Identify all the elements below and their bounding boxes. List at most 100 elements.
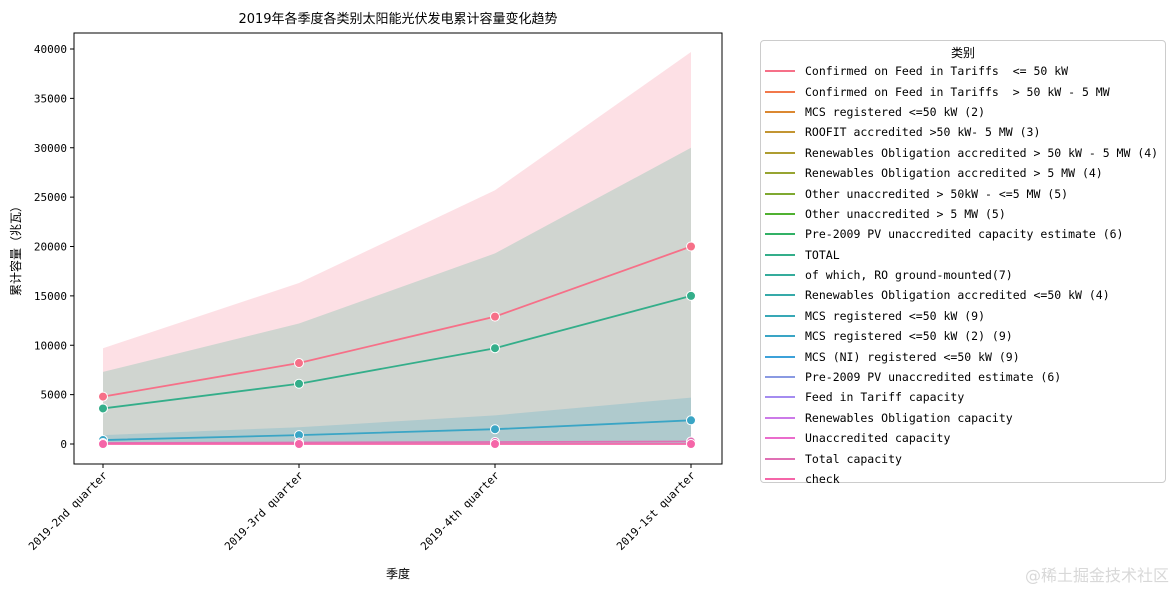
data-point — [490, 343, 500, 354]
legend-item: Confirmed on Feed in Tariffs <= 50 kW — [761, 61, 1165, 81]
legend-label: MCS registered <=50 kW (2) — [805, 104, 986, 119]
x-tick-label: 2019-3rd quarter — [222, 469, 306, 553]
legend-swatch — [765, 274, 795, 277]
legend-label: Other unaccredited > 50kW - <=5 MW (5) — [805, 186, 1069, 201]
watermark: @稀土掘金技术社区 — [1024, 566, 1169, 585]
legend-item: Renewables Obligation accredited > 50 kW… — [761, 143, 1165, 163]
y-tick-label: 15000 — [34, 290, 67, 303]
data-point — [490, 439, 500, 449]
legend-swatch — [765, 335, 795, 338]
legend-swatch — [765, 70, 795, 73]
legend-swatch — [765, 192, 795, 195]
legend-item: TOTAL — [761, 245, 1165, 265]
y-tick-label: 25000 — [34, 191, 67, 204]
legend-label: Confirmed on Feed in Tariffs > 50 kW - 5… — [805, 84, 1110, 99]
series-line-2 — [102, 419, 692, 441]
legend-swatch — [765, 457, 795, 460]
legend-item: MCS (NI) registered <=50 kW (9) — [761, 346, 1165, 366]
x-tick-label: 2019-1st quarter — [614, 469, 698, 553]
x-axis-label: 季度 — [386, 566, 410, 581]
legend-item: Total capacity — [761, 448, 1165, 468]
legend-swatch — [765, 90, 795, 93]
legend-label: Renewables Obligation accredited <=50 kW… — [805, 288, 1110, 303]
legend-item: Renewables Obligation capacity — [761, 408, 1165, 428]
legend-item: Pre-2009 PV unaccredited capacity estima… — [761, 224, 1165, 244]
legend-item: Other unaccredited > 50kW - <=5 MW (5) — [761, 183, 1165, 203]
legend-swatch — [765, 172, 795, 175]
x-tick-label: 2019-4th quarter — [418, 469, 502, 553]
legend-swatch — [765, 253, 795, 256]
legend-swatch — [765, 396, 795, 399]
data-point — [686, 241, 696, 252]
legend-swatch — [765, 131, 795, 134]
legend-item: Feed in Tariff capacity — [761, 387, 1165, 407]
ci-band-0 — [103, 51, 691, 445]
data-point — [294, 378, 304, 389]
plot-frame — [73, 32, 723, 465]
legend: 类别 Confirmed on Feed in Tariffs <= 50 kW… — [760, 40, 1166, 486]
x-axis: 2019-2nd quarter 2019-3rd quarter 2019-4th… — [26, 464, 698, 553]
series-line-0 — [102, 245, 692, 398]
data-point — [98, 439, 108, 449]
legend-swatch — [765, 437, 795, 440]
legend-label: ROOFIT accredited >50 kW- 5 MW (3) — [805, 125, 1041, 140]
legend-item: ROOFIT accredited >50 kW- 5 MW (3) — [761, 122, 1165, 142]
data-point — [490, 424, 500, 435]
data-point — [686, 290, 696, 301]
legend-label: check — [805, 472, 840, 486]
legend-item: Pre-2009 PV unaccredited estimate (6) — [761, 367, 1165, 387]
legend-swatch — [765, 212, 795, 215]
y-tick-label: 35000 — [34, 92, 67, 105]
legend-label: MCS registered <=50 kW (9) — [805, 308, 986, 323]
legend-label: Total capacity — [805, 451, 902, 466]
legend-label: Pre-2009 PV unaccredited capacity estima… — [805, 227, 1124, 242]
legend-label: Feed in Tariff capacity — [805, 390, 965, 405]
data-point — [294, 439, 304, 449]
y-tick-label: 30000 — [34, 142, 67, 155]
legend-swatch — [765, 233, 795, 236]
series-line-1 — [102, 295, 692, 410]
legend-label: Renewables Obligation accredited > 50 kW… — [805, 145, 1159, 160]
y-tick-label: 20000 — [34, 241, 67, 254]
series-line-3 — [102, 440, 692, 444]
y-tick-label: 10000 — [34, 339, 67, 352]
legend-swatch — [765, 110, 795, 113]
data-point — [686, 439, 696, 449]
data-point — [686, 415, 696, 426]
legend-item: MCS registered <=50 kW (2) — [761, 102, 1165, 122]
y-tick-label: 40000 — [34, 43, 67, 56]
legend-swatch — [765, 294, 795, 297]
series-lines — [98, 241, 696, 449]
legend-item: Confirmed on Feed in Tariffs > 50 kW - 5… — [761, 81, 1165, 101]
legend-swatch — [765, 376, 795, 379]
legend-label: of which, RO ground-mounted(7) — [805, 268, 1013, 283]
legend-item: MCS registered <=50 kW (9) — [761, 306, 1165, 326]
legend-item: of which, RO ground-mounted(7) — [761, 265, 1165, 285]
legend-item: MCS registered <=50 kW (2) (9) — [761, 326, 1165, 346]
legend-item: check — [761, 469, 1165, 489]
legend-label: Unaccredited capacity — [805, 431, 951, 446]
y-axis: 0 5000 10000 15000 20000 25000 30000 35000 40000 — [34, 43, 74, 451]
legend-item: Unaccredited capacity — [761, 428, 1165, 448]
legend-title: 类别 — [950, 46, 975, 60]
y-axis-label: 累计容量（兆瓦） — [8, 200, 23, 296]
legend-label: MCS (NI) registered <=50 kW (9) — [805, 349, 1020, 364]
legend-swatch — [765, 478, 795, 480]
y-tick-label: 0 — [60, 438, 67, 451]
legend-label: Renewables Obligation capacity — [805, 410, 1013, 425]
legend-item: Renewables Obligation accredited > 5 MW … — [761, 163, 1165, 183]
x-tick-label: 2019-2nd quarter — [26, 469, 110, 553]
y-tick-label: 5000 — [41, 389, 68, 402]
data-point — [98, 403, 108, 414]
legend-item: Renewables Obligation accredited <=50 kW… — [761, 285, 1165, 305]
ci-band-1 — [103, 147, 691, 444]
legend-swatch — [765, 355, 795, 358]
legend-label: Confirmed on Feed in Tariffs <= 50 kW — [805, 64, 1069, 79]
legend-swatch — [765, 416, 795, 419]
legend-swatch — [765, 314, 795, 317]
legend-swatch — [765, 151, 795, 154]
confidence-bands — [103, 51, 691, 445]
data-point — [98, 391, 108, 402]
ci-band-2 — [103, 397, 691, 444]
